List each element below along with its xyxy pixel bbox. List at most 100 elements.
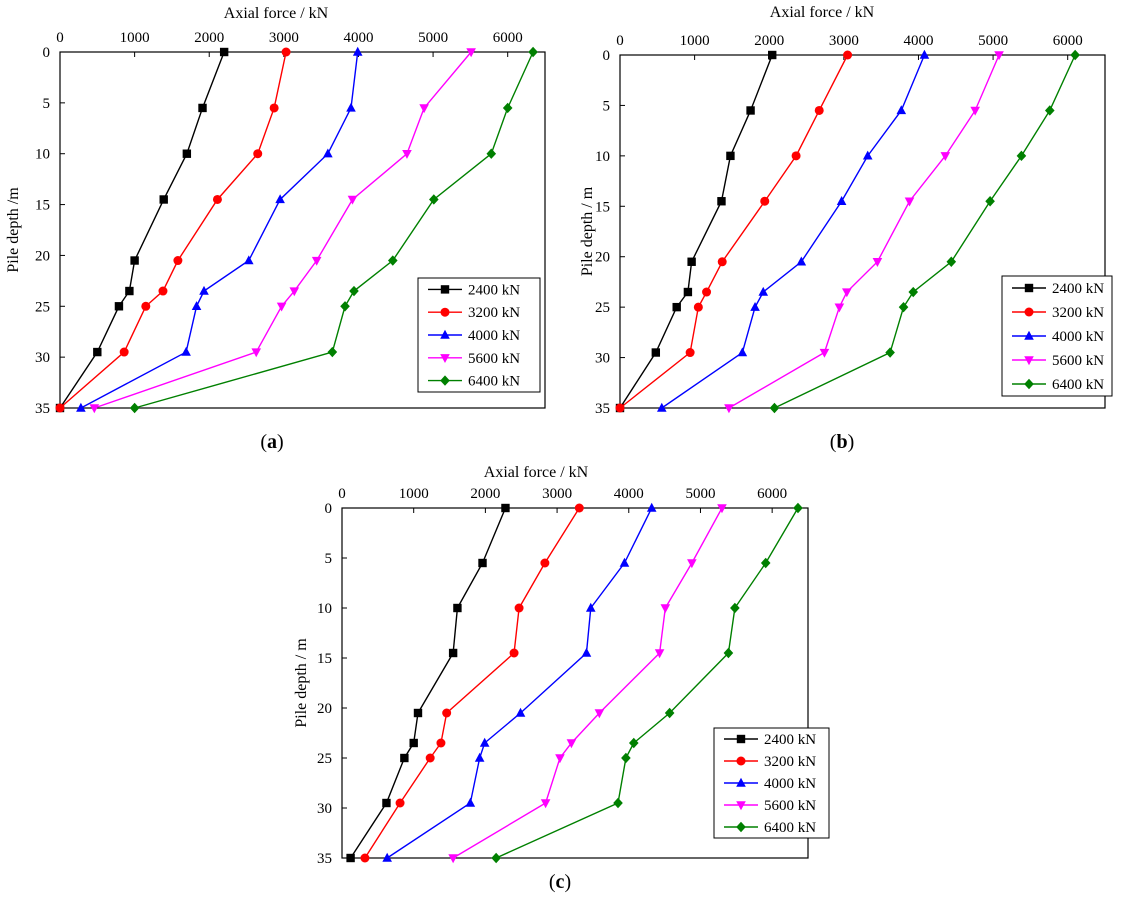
legend-label: 6400 kN bbox=[468, 374, 520, 390]
x-tick-label: 1000 bbox=[120, 30, 150, 46]
data-point bbox=[346, 102, 356, 112]
data-point bbox=[349, 285, 359, 297]
panel-label: (c) bbox=[549, 871, 571, 893]
x-tick-label: 5000 bbox=[978, 33, 1008, 49]
y-tick-label: 35 bbox=[595, 401, 610, 417]
data-point bbox=[730, 602, 740, 614]
data-point bbox=[465, 797, 476, 807]
x-tick-label: 0 bbox=[56, 30, 64, 46]
series-4000-kn bbox=[76, 46, 363, 412]
y-tick-label: 35 bbox=[317, 851, 332, 867]
legend-label: 2400 kN bbox=[764, 732, 816, 748]
x-tick-label: 2000 bbox=[470, 486, 500, 502]
data-point bbox=[453, 603, 462, 613]
data-point bbox=[159, 195, 168, 204]
legend-marker bbox=[440, 375, 450, 386]
y-tick-label: 10 bbox=[35, 147, 50, 163]
data-point bbox=[687, 257, 696, 266]
data-point bbox=[327, 346, 338, 358]
data-point bbox=[672, 302, 681, 312]
y-tick-label: 30 bbox=[317, 801, 332, 817]
data-point bbox=[540, 799, 551, 809]
data-point bbox=[1044, 105, 1055, 116]
data-point bbox=[687, 559, 697, 569]
data-point bbox=[994, 51, 1004, 61]
x-tick-label: 2000 bbox=[194, 30, 224, 46]
x-tick-label: 6000 bbox=[1053, 33, 1083, 49]
x-tick-label: 4000 bbox=[343, 30, 373, 46]
data-point bbox=[448, 648, 458, 658]
y-tick-label: 15 bbox=[317, 651, 332, 667]
data-point bbox=[585, 602, 596, 612]
data-point bbox=[400, 753, 409, 763]
data-point bbox=[114, 302, 124, 311]
x-tick-label: 2000 bbox=[754, 33, 784, 49]
legend-label: 5600 kN bbox=[468, 351, 520, 367]
data-point bbox=[442, 708, 452, 718]
data-point bbox=[429, 194, 439, 205]
data-point bbox=[940, 152, 951, 162]
data-point bbox=[514, 603, 524, 613]
data-point bbox=[717, 197, 726, 206]
data-point bbox=[768, 50, 777, 60]
data-point bbox=[395, 798, 405, 808]
x-tick-label: 0 bbox=[616, 33, 624, 49]
data-point bbox=[448, 854, 458, 864]
data-point bbox=[985, 196, 995, 207]
data-point bbox=[769, 402, 780, 414]
series-2400-kn bbox=[615, 50, 777, 413]
series-5600-kn bbox=[724, 51, 1004, 414]
data-point bbox=[402, 150, 412, 159]
data-point bbox=[466, 48, 476, 58]
data-point bbox=[311, 256, 322, 266]
data-point bbox=[130, 256, 139, 265]
data-point bbox=[1070, 49, 1080, 61]
y-axis-title: Pile depth / m bbox=[293, 638, 310, 728]
x-tick-label: 4000 bbox=[614, 486, 644, 502]
legend-marker bbox=[440, 329, 450, 339]
data-point bbox=[628, 737, 639, 749]
panel-label: (b) bbox=[830, 431, 854, 453]
legend: 2400 kN 3200 kN 4000 kN 5600 kN 6400 kN bbox=[713, 727, 830, 839]
data-point bbox=[419, 104, 429, 114]
legend-marker bbox=[1024, 378, 1034, 390]
data-point bbox=[360, 853, 370, 863]
series-4000-kn bbox=[382, 502, 657, 862]
data-point bbox=[683, 287, 693, 297]
data-point bbox=[898, 301, 909, 313]
data-point bbox=[660, 604, 671, 614]
data-point bbox=[515, 707, 526, 717]
chart-panel-2: 0 1000 2000 3000 4000 5000 6000 0 5 10 15 20 25 30 35 A… bbox=[579, 4, 1113, 453]
y-tick-label: 10 bbox=[595, 149, 610, 165]
legend-label: 4000 kN bbox=[468, 328, 520, 344]
series-6400-kn bbox=[769, 49, 1080, 414]
legend-marker bbox=[736, 801, 746, 811]
data-point bbox=[474, 752, 485, 762]
legend-marker bbox=[1024, 307, 1034, 317]
x-tick-label: 3000 bbox=[829, 33, 859, 49]
series-2400-kn bbox=[55, 47, 229, 413]
x-axis-title: Axial force / kN bbox=[224, 5, 329, 22]
x-tick-label: 6000 bbox=[757, 486, 787, 502]
series-5600-kn bbox=[448, 504, 727, 864]
data-point bbox=[654, 649, 665, 659]
chart-panel-1: 0 1000 2000 3000 4000 5000 6000 0 5 10 15 20 25 30 35 A… bbox=[5, 5, 546, 453]
x-tick-label: 1000 bbox=[680, 33, 710, 49]
y-tick-label: 20 bbox=[317, 701, 332, 717]
data-point bbox=[289, 287, 300, 297]
data-point bbox=[509, 648, 519, 658]
data-point bbox=[843, 50, 853, 60]
y-tick-label: 25 bbox=[35, 299, 50, 315]
series-line bbox=[452, 507, 723, 859]
data-point bbox=[191, 301, 202, 310]
series-3200-kn bbox=[55, 47, 291, 413]
data-point bbox=[717, 504, 727, 514]
legend-label: 3200 kN bbox=[1052, 305, 1104, 321]
data-point bbox=[1016, 150, 1027, 162]
data-point bbox=[842, 288, 852, 298]
y-tick-label: 0 bbox=[603, 48, 611, 64]
plot-frame bbox=[59, 51, 546, 409]
series-line bbox=[94, 51, 472, 409]
legend-label: 3200 kN bbox=[468, 305, 520, 321]
data-point bbox=[908, 286, 919, 298]
